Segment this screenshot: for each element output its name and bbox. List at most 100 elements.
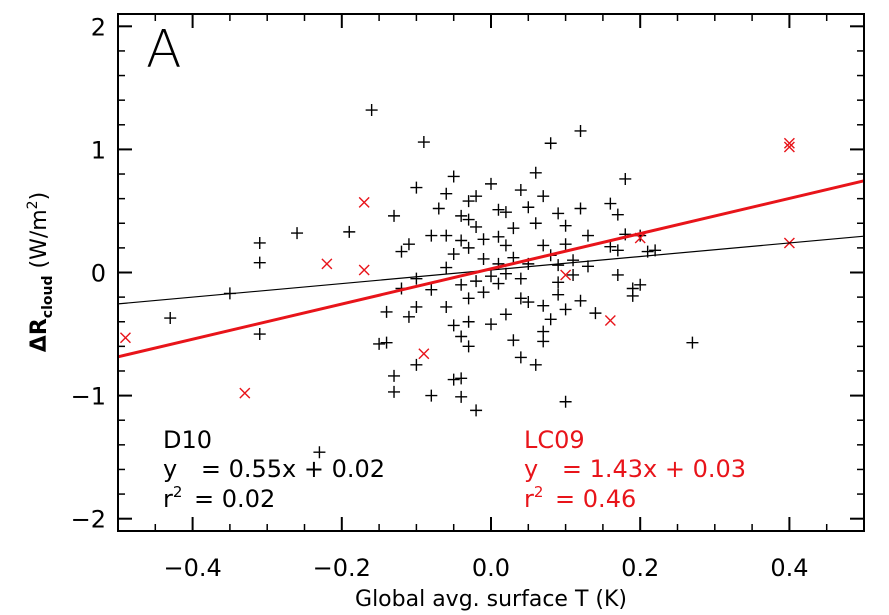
d10-point: [388, 369, 401, 382]
lc09-r-rest: = 0.46: [547, 485, 636, 513]
d10-point: [425, 389, 438, 402]
d10-point: [567, 254, 580, 267]
d10-point: [440, 187, 453, 200]
d10-point: [499, 206, 512, 219]
d10-r-sup: 2: [173, 483, 183, 501]
d10-point: [499, 239, 512, 252]
d10-point: [477, 252, 490, 265]
d10-point: [567, 268, 580, 281]
ticks-layer: −0.4 −0.2 0.0 0.2 0.4 −2 −1 0 1 2: [71, 13, 864, 582]
x-tick-label: 0.0: [472, 554, 510, 582]
y-axis-unit-post: ): [27, 192, 52, 201]
d10-point: [499, 308, 512, 321]
lc09-point: [119, 332, 131, 344]
d10-point: [470, 190, 483, 203]
y-tick-label: 2: [91, 13, 106, 41]
d10-point: [537, 190, 550, 203]
d10-point: [552, 288, 565, 301]
d10-point: [507, 251, 520, 264]
d10-point: [455, 234, 468, 247]
d10-point: [402, 310, 415, 323]
d10-point: [634, 278, 647, 291]
lc09-point: [321, 258, 333, 270]
d10-point: [552, 259, 565, 272]
d10-point: [447, 373, 460, 386]
d10-point: [462, 213, 475, 226]
d10-point: [649, 244, 662, 257]
d10-r: r: [163, 485, 173, 513]
d10-point: [470, 275, 483, 288]
fit-layer: [117, 179, 865, 359]
y-axis-unit-pre: (W/m: [27, 209, 52, 275]
d10-point: [537, 239, 550, 252]
d10-point: [522, 201, 535, 214]
d10-point: [611, 244, 624, 257]
d10-point: [395, 245, 408, 258]
d10-point: [529, 358, 542, 371]
d10-point: [492, 230, 505, 243]
d10-point: [455, 330, 468, 343]
y-tick-label: −1: [71, 383, 106, 411]
d10-r-rest: = 0.02: [186, 485, 275, 513]
d10-point: [514, 184, 527, 197]
d10-point: [388, 209, 401, 222]
d10-point: [432, 202, 445, 215]
lc09-point: [560, 269, 572, 281]
d10-point: [477, 286, 490, 299]
d10-point: [485, 177, 497, 190]
d10-point: [537, 299, 550, 312]
x-tick-label: 0.4: [770, 554, 808, 582]
d10-point: [455, 278, 468, 291]
d10-point: [514, 351, 527, 364]
d10-point: [470, 404, 483, 417]
d10-point: [552, 207, 565, 220]
d10-point: [253, 256, 266, 269]
d10-point: [529, 217, 542, 230]
d10-point: [485, 318, 497, 331]
lc09-r2: r2 = 0.46: [524, 483, 636, 513]
series-d10: [164, 104, 699, 459]
d10-point: [313, 446, 326, 459]
d10-point: [581, 229, 594, 242]
d10-point: [470, 220, 483, 233]
d10-point: [514, 292, 527, 305]
d10-point: [440, 229, 453, 242]
y-tick-label: 0: [91, 260, 106, 288]
x-tick-label: 0.2: [621, 554, 659, 582]
d10-point: [410, 300, 423, 313]
d10-point: [552, 276, 565, 289]
d10-point: [462, 315, 475, 328]
lc09-point: [783, 137, 795, 149]
d10-point: [611, 268, 624, 281]
d10-point: [462, 340, 475, 353]
d10-point: [365, 104, 378, 117]
d10-eq-y: y: [163, 455, 177, 483]
d10-point: [559, 238, 572, 251]
d10-point: [462, 195, 475, 208]
lc09-equation: y = 1.43x + 0.03: [524, 455, 746, 483]
lc09-r-sup: 2: [534, 483, 544, 501]
d10-point: [440, 300, 453, 313]
d10-point: [619, 172, 632, 185]
d10-point: [402, 238, 415, 251]
d10-point: [626, 289, 639, 302]
d10-point: [447, 170, 460, 183]
d10-point: [477, 233, 490, 246]
lc09-point: [358, 196, 370, 208]
panel-label: A: [146, 20, 182, 80]
d10-point: [291, 227, 304, 240]
d10-point: [455, 372, 468, 385]
d10-equation: y = 0.55x + 0.02: [163, 455, 385, 483]
d10-point: [499, 267, 512, 280]
lc09-eq-y: y: [524, 455, 538, 483]
y-axis-unit-sup: 2: [25, 200, 41, 209]
d10-point: [514, 272, 527, 285]
lc09-point: [239, 387, 251, 399]
lc09-fit-line: [117, 179, 865, 359]
d10-point: [686, 336, 699, 349]
lc09-label: LC09: [524, 426, 585, 454]
d10-label: D10: [163, 426, 212, 454]
d10-point: [388, 385, 401, 398]
d10-point: [455, 209, 468, 222]
d10-point: [380, 336, 393, 349]
